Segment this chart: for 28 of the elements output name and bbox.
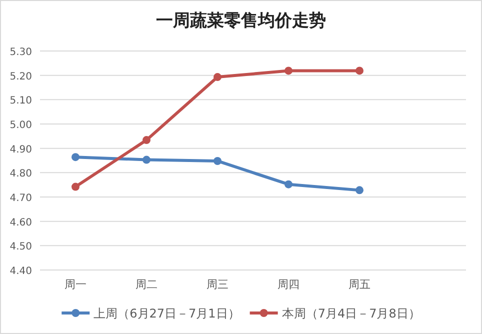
point <box>72 182 80 191</box>
y-tick-label: 4.70 <box>10 193 32 204</box>
point <box>356 186 364 194</box>
title: 一周蔬菜零售均价走势 <box>156 11 326 31</box>
point <box>72 153 80 162</box>
x-tick-label: 周四 <box>278 278 300 291</box>
point <box>284 66 292 75</box>
point <box>214 73 222 82</box>
y-tick-label: 5.10 <box>10 96 32 107</box>
point <box>142 156 150 164</box>
x-tick-label: 周三 <box>206 278 228 291</box>
point <box>214 156 222 165</box>
y-tick-label: 5.00 <box>10 120 32 131</box>
y-tick-label: 4.90 <box>10 144 32 156</box>
point <box>356 66 364 75</box>
x-tick-label: 周二 <box>136 278 158 291</box>
y-tick-label: 4.80 <box>10 168 32 180</box>
legend-label: 上周（6月27日－7月1日） <box>94 306 240 320</box>
point <box>142 136 150 144</box>
x-tick-label: 周一 <box>64 278 86 291</box>
x-tick-label: 周五 <box>348 278 370 291</box>
y-tick-label: 5.20 <box>10 71 32 82</box>
y-tick-label: 4.40 <box>10 266 32 277</box>
y-tick-label: 4.50 <box>10 242 32 253</box>
point <box>284 180 292 188</box>
y-tick-label: 5.30 <box>10 47 32 58</box>
y-tick-label: 4.60 <box>10 217 32 228</box>
legend-label: 本周（7月4日－7月8日） <box>282 306 420 320</box>
